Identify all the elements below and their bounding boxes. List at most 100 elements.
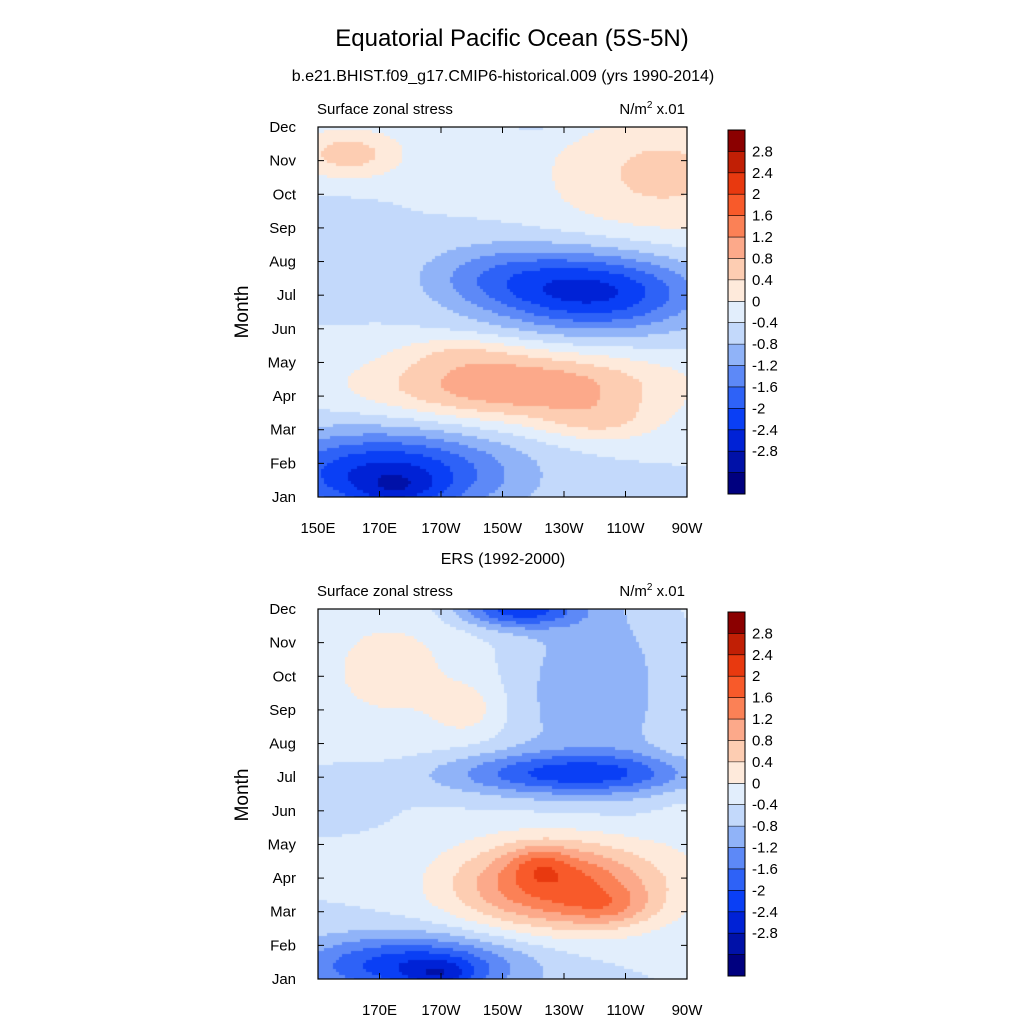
colorbar-label: 0 bbox=[752, 775, 760, 792]
colorbar-label: 2.8 bbox=[752, 625, 773, 642]
colorbar-swatch bbox=[728, 890, 745, 913]
y-tick-label: Jan bbox=[272, 489, 296, 506]
y-tick-label: Sep bbox=[269, 220, 296, 237]
colorbar-swatch bbox=[728, 301, 745, 324]
colorbar-swatch bbox=[728, 130, 745, 152]
colorbar-swatch bbox=[728, 933, 745, 956]
y-axis-label: Month bbox=[232, 286, 253, 339]
y-tick-label: Oct bbox=[273, 668, 297, 685]
colorbar-label: -0.4 bbox=[752, 797, 778, 814]
colorbar-label: -2.4 bbox=[752, 904, 778, 921]
colorbar-swatch bbox=[728, 654, 745, 677]
y-tick-label: Aug bbox=[269, 254, 296, 271]
panel-model: b.e21.BHIST.f09_g17.CMIP6-historical.009… bbox=[232, 68, 778, 537]
colorbar-label: 1.6 bbox=[752, 690, 773, 707]
colorbar-swatch bbox=[728, 697, 745, 720]
y-tick-label: Jun bbox=[272, 803, 296, 820]
colorbar-swatch bbox=[728, 612, 745, 634]
colorbar-frame bbox=[727, 611, 746, 977]
colorbar-label: 2 bbox=[752, 186, 760, 203]
colorbar: 2.8 2.4 2 1.6 1.2 0.8 0.4 0 -0.4 -0.8 -1.2 -1.6 -2 -2… bbox=[727, 129, 778, 495]
x-tick-label: 110W bbox=[606, 520, 645, 537]
variable-label: Surface zonal stress bbox=[317, 583, 453, 600]
colorbar-swatch bbox=[728, 740, 745, 763]
x-tick-label: 150E bbox=[300, 520, 335, 537]
y-tick-label: Oct bbox=[273, 186, 297, 203]
x-tick-label: 90W bbox=[672, 520, 704, 537]
colorbar-label: -0.4 bbox=[752, 315, 778, 332]
axes: Jan Feb Mar Apr May Jun Jul Aug Sep Oct Nov Dec 150E… bbox=[268, 119, 704, 537]
colorbar-swatch bbox=[728, 633, 745, 656]
colorbar-swatch bbox=[728, 472, 745, 495]
x-tick-label: 90W bbox=[672, 1002, 704, 1019]
colorbar-label: 0.4 bbox=[752, 272, 773, 289]
x-tick-label: 170E bbox=[362, 1002, 397, 1019]
colorbar-swatch bbox=[728, 826, 745, 849]
y-tick-label: Mar bbox=[270, 422, 296, 439]
colorbar-label: 1.2 bbox=[752, 229, 773, 246]
y-tick-label: Apr bbox=[273, 388, 296, 405]
figure-title: Equatorial Pacific Ocean (5S-5N) bbox=[335, 25, 688, 52]
colorbar-label: 2.4 bbox=[752, 165, 773, 182]
colorbar-label: -0.8 bbox=[752, 336, 778, 353]
y-tick-label: Sep bbox=[269, 702, 296, 719]
heatmap-field bbox=[318, 127, 687, 497]
colorbar-swatch bbox=[728, 365, 745, 388]
colorbar-label: -1.6 bbox=[752, 861, 778, 878]
colorbar-label: 1.6 bbox=[752, 208, 773, 225]
y-tick-label: Mar bbox=[270, 904, 296, 921]
colorbar-swatch bbox=[728, 847, 745, 870]
colorbar-swatch bbox=[728, 172, 745, 195]
x-tick-label: 130W bbox=[544, 1002, 584, 1019]
x-tick-label: 150W bbox=[483, 520, 523, 537]
colorbar-label: 0.8 bbox=[752, 250, 773, 267]
colorbar-label: 2.4 bbox=[752, 647, 773, 664]
x-tick-label: 170W bbox=[421, 1002, 461, 1019]
y-tick-label: Jun bbox=[272, 321, 296, 338]
colorbar-label: 2.8 bbox=[752, 143, 773, 160]
y-tick-label: May bbox=[268, 836, 297, 853]
panel-subtitle: b.e21.BHIST.f09_g17.CMIP6-historical.009… bbox=[292, 68, 714, 85]
panel-ers: ERS (1992-2000) Surface zonal stress N/m… bbox=[232, 551, 778, 1019]
colorbar-swatch bbox=[728, 237, 745, 259]
y-tick-label: Apr bbox=[273, 870, 296, 887]
colorbar-swatch bbox=[728, 429, 745, 452]
colorbar-swatch bbox=[728, 215, 745, 238]
colorbar-swatch bbox=[728, 408, 745, 431]
y-tick-label: Jul bbox=[277, 287, 296, 304]
y-axis-label: Month bbox=[232, 769, 253, 822]
y-tick-label: Jan bbox=[272, 971, 296, 988]
colorbar-label: 2 bbox=[752, 668, 760, 685]
colorbar-swatch bbox=[728, 279, 745, 302]
y-tick-label: Nov bbox=[269, 153, 296, 170]
colorbar-swatch bbox=[728, 783, 745, 806]
y-tick-label: May bbox=[268, 354, 297, 371]
colorbar-swatch bbox=[728, 719, 745, 741]
colorbar-swatch bbox=[728, 868, 745, 891]
colorbar-swatch bbox=[728, 322, 745, 345]
colorbar-label: -2.4 bbox=[752, 422, 778, 439]
panel-subtitle: ERS (1992-2000) bbox=[441, 551, 566, 568]
x-tick-label: 170E bbox=[362, 520, 397, 537]
colorbar-swatch bbox=[728, 911, 745, 934]
y-tick-label: Feb bbox=[270, 937, 296, 954]
heatmap-plot bbox=[318, 609, 687, 979]
colorbar-label: -2 bbox=[752, 882, 765, 899]
colorbar-swatch bbox=[728, 804, 745, 827]
y-tick-label: Feb bbox=[270, 455, 296, 472]
y-tick-label: Dec bbox=[269, 601, 296, 618]
y-tick-label: Dec bbox=[269, 119, 296, 136]
colorbar-label: -1.6 bbox=[752, 379, 778, 396]
colorbar-swatch bbox=[728, 676, 745, 699]
y-tick-label: Aug bbox=[269, 736, 296, 753]
colorbar-swatch bbox=[728, 761, 745, 784]
colorbar-label: 0 bbox=[752, 293, 760, 310]
colorbar-label: -2.8 bbox=[752, 925, 778, 942]
y-tick-label: Jul bbox=[277, 769, 296, 786]
colorbar-label: 0.8 bbox=[752, 732, 773, 749]
colorbar-label: -2 bbox=[752, 400, 765, 417]
x-tick-label: 130W bbox=[544, 520, 584, 537]
colorbar-label: -1.2 bbox=[752, 840, 778, 857]
heatmap-field bbox=[318, 609, 687, 979]
